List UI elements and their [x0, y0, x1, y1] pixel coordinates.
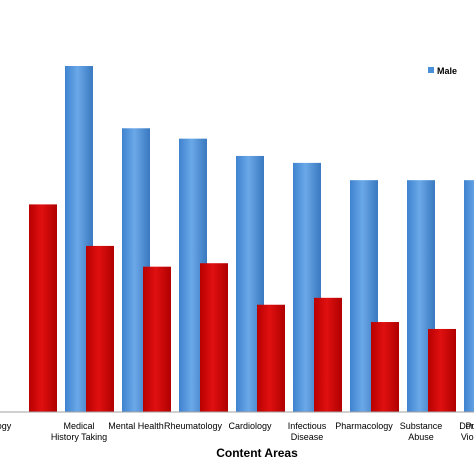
bars-group	[29, 66, 474, 412]
bar-red-2	[86, 245, 114, 412]
bar-red-8	[428, 328, 456, 412]
legend-swatch-male	[428, 67, 434, 73]
x-tick-label-9: Pu	[465, 421, 474, 431]
bar-red-4	[200, 263, 228, 412]
legend: Male	[428, 66, 457, 76]
x-tick-label-1: Medical History Taking	[51, 421, 107, 442]
bar-red-5	[257, 304, 285, 412]
x-tick-label-3: Rheumatology	[164, 421, 223, 431]
x-tick-label-8: DomesticViolence	[459, 421, 474, 442]
legend-label-male: Male	[437, 66, 457, 76]
x-tick-label-4: Cardiology	[228, 421, 272, 431]
bar-red-1	[29, 204, 57, 412]
bar-red-6	[314, 297, 342, 412]
bar-male-8	[464, 180, 474, 412]
bar-red-7	[371, 322, 399, 412]
x-tick-label-6: Pharmacology	[335, 421, 393, 431]
x-tick-label-2: Mental Health	[108, 421, 164, 431]
x-tick-label-0: ogy	[0, 421, 12, 431]
x-tick-label-7: Substance Abuse	[400, 421, 443, 442]
x-axis-title: Content Areas	[216, 446, 298, 460]
bar-red-3	[143, 266, 171, 412]
x-tick-label-5: Infectious Disease	[288, 421, 327, 442]
